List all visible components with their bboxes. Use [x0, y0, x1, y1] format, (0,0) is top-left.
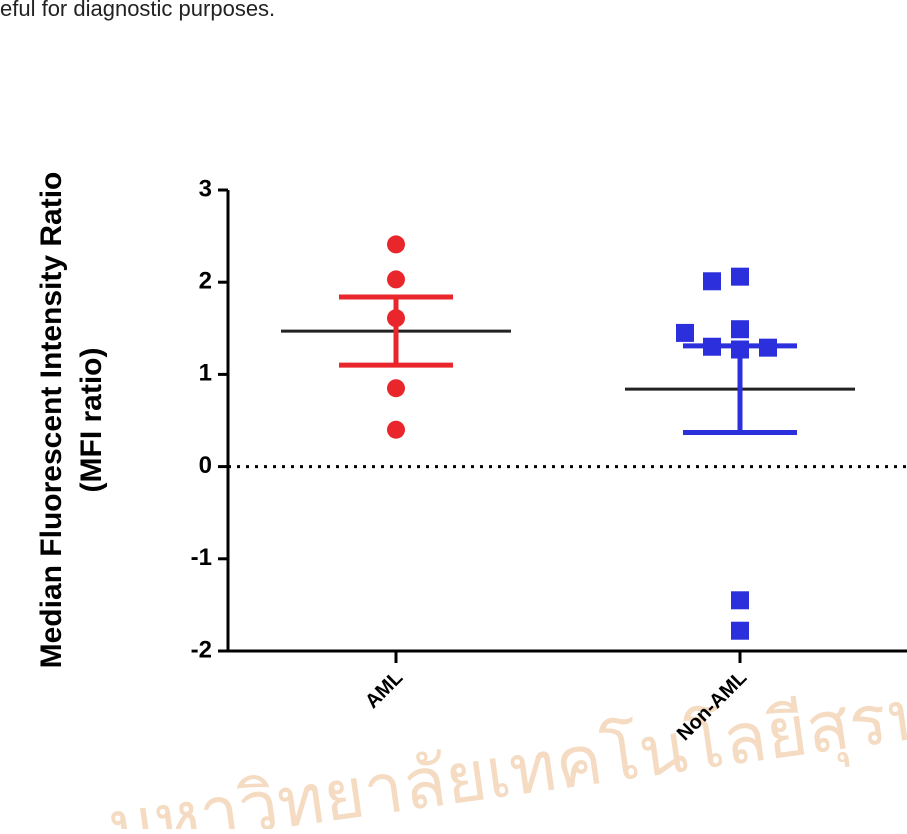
y-tick-label: -2 [191, 636, 212, 663]
x-tick-label: AML [361, 667, 407, 713]
point [703, 272, 721, 290]
point [387, 270, 405, 288]
point [731, 591, 749, 609]
y-tick-label: -1 [191, 544, 212, 571]
point [731, 341, 749, 359]
point [387, 379, 405, 397]
y-label-line: (MFI ratio) [75, 348, 108, 493]
y-tick-label: 3 [199, 175, 212, 202]
watermark: มหาวิทยาลัยเทคโนโลยีสุรนารี [103, 662, 907, 829]
point [676, 324, 694, 342]
point [387, 235, 405, 253]
y-label-line: Median Fluorescent Intensity Ratio [35, 172, 68, 669]
point [759, 339, 777, 357]
y-axis-title: Median Fluorescent Intensity Ratio (MFI … [35, 172, 108, 669]
y-tick-label: 0 [199, 452, 212, 479]
point [731, 268, 749, 286]
caption: eful for diagnostic purposes. [0, 0, 275, 21]
point [387, 309, 405, 327]
point [731, 320, 749, 338]
y-tick-label: 1 [199, 360, 212, 387]
chart: eful for diagnostic purposes. มหาวิทยาลั… [0, 0, 907, 829]
point [731, 622, 749, 640]
point [703, 338, 721, 356]
point [387, 421, 405, 439]
y-tick-label: 2 [199, 268, 212, 295]
